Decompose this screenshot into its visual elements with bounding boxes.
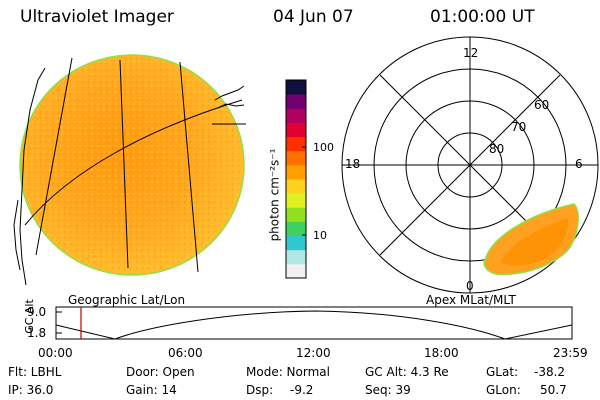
- mlt-label-6: 6: [575, 157, 583, 171]
- lat-label-80: 80: [489, 142, 505, 156]
- colorbar-segment: [286, 164, 306, 180]
- colorbar-segment: [286, 80, 306, 95]
- info-glon-value: 50.7: [540, 383, 567, 397]
- colorbar-frame: [285, 79, 307, 279]
- colorbar-segment: [286, 94, 306, 109]
- info-flt: Flt: LBHL: [8, 365, 62, 379]
- time-tick-2359: 23:59: [553, 346, 588, 360]
- colorbar-tick-10: 10: [313, 229, 327, 242]
- lat-label-60: 60: [534, 98, 550, 112]
- info-ip: IP: 36.0: [8, 383, 54, 397]
- info-dsp-value: -9.2: [290, 383, 314, 397]
- colorbar-unit-label: photon cm⁻²s⁻¹: [267, 148, 282, 242]
- altitude-ytick-low: 1.8: [27, 326, 47, 340]
- info-mode: Mode: Normal: [246, 365, 330, 379]
- time-label: 01:00:00 UT: [430, 7, 535, 27]
- colorbar-segment: [286, 179, 306, 194]
- colorbar-segment: [286, 221, 306, 237]
- colorbar-segment: [286, 263, 306, 279]
- info-door: Door: Open: [126, 365, 195, 379]
- altitude-ytick-high: 9.0: [27, 305, 47, 319]
- colorbar-segment: [286, 122, 306, 138]
- colorbar-segment: [286, 193, 306, 208]
- info-glat-value: -38.2: [534, 365, 566, 379]
- geographic-image-panel: [13, 36, 599, 294]
- colorbar-segment: [286, 235, 306, 251]
- colorbar: [285, 79, 307, 279]
- mlt-label-18: 18: [345, 157, 361, 171]
- altitude-curve: [55, 310, 573, 340]
- info-glon-label: GLon:: [486, 383, 521, 397]
- longitude-lines: [35, 57, 199, 273]
- mlt-label-0: 0: [466, 279, 474, 293]
- earth-disk-texture: [22, 57, 242, 273]
- polar-grid: [341, 36, 599, 294]
- info-gc-alt: GC Alt: 4.3 Re: [365, 365, 449, 379]
- info-seq: Seq: 39: [365, 383, 411, 397]
- apex-caption: Apex MLat/MLT: [426, 293, 516, 307]
- time-tick-0000: 00:00: [38, 346, 73, 360]
- geographic-caption: Geographic Lat/Lon: [68, 293, 186, 307]
- aurora-blob-core: [500, 218, 569, 266]
- info-gain: Gain: 14: [126, 383, 177, 397]
- colorbar-segment: [286, 249, 306, 265]
- colorbar-segment: [286, 108, 306, 123]
- info-dsp-label: Dsp:: [246, 383, 274, 397]
- lat-label-70: 70: [511, 120, 527, 134]
- latitude-line: [24, 99, 243, 226]
- time-tick-1800: 18:00: [424, 346, 459, 360]
- time-tick-1200: 12:00: [296, 346, 331, 360]
- mlt-label-12: 12: [463, 46, 479, 60]
- time-tick-0600: 06:00: [168, 346, 203, 360]
- colorbar-tick-100: 100: [313, 141, 334, 154]
- instrument-title: Ultraviolet Imager: [20, 7, 174, 27]
- altitude-plot: [55, 306, 573, 340]
- coastline-outlines: [13, 67, 246, 286]
- colorbar-segment: [286, 150, 306, 166]
- info-glat-label: GLat:: [486, 365, 519, 379]
- date-label: 04 Jun 07: [273, 7, 354, 27]
- colorbar-segment: [286, 207, 306, 222]
- colorbar-segment: [286, 136, 306, 152]
